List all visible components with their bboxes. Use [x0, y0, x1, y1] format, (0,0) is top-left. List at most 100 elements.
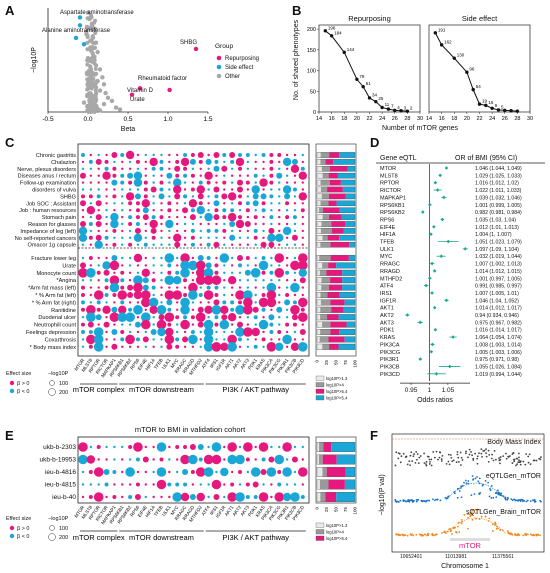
effect-dot	[134, 227, 141, 234]
bar-frame	[315, 436, 357, 504]
gene-label: mTOR	[459, 541, 482, 550]
effect-dot	[125, 334, 135, 345]
x-tick-label: 30	[417, 116, 423, 122]
manhattan-point	[402, 500, 405, 503]
proportion-segment	[321, 166, 330, 172]
panel-letter: A	[5, 3, 15, 18]
proportion-segment	[326, 467, 346, 477]
effect-dot	[278, 181, 281, 184]
data-label: 96	[469, 67, 475, 72]
effect-dot	[191, 271, 195, 274]
manhattan-point	[532, 459, 535, 462]
effect-dot	[230, 264, 234, 267]
proportion-segment	[327, 314, 339, 321]
effect-dot	[80, 262, 86, 269]
manhattan-point	[439, 451, 442, 454]
effect-dot	[105, 243, 108, 246]
effect-dot	[230, 470, 234, 474]
effect-dot	[96, 270, 101, 275]
effect-dot	[180, 260, 190, 271]
effect-dot	[105, 256, 108, 260]
legend-title: Effect size	[6, 371, 31, 377]
scatter-point-other	[93, 81, 98, 86]
effect-dot	[112, 242, 117, 247]
scatter-point-other	[89, 21, 94, 26]
legend-title: Effect size	[6, 516, 31, 522]
proportion-segment	[323, 207, 340, 213]
effect-dot	[203, 467, 214, 477]
effect-dot	[197, 444, 204, 450]
bar-axis-tick: 25	[324, 360, 329, 366]
effect-dot	[97, 279, 100, 282]
effect-dot	[250, 467, 261, 477]
data-point	[386, 107, 391, 111]
effect-dot	[159, 166, 164, 171]
gene-label: AKT2	[380, 313, 394, 319]
effect-dot	[136, 330, 140, 334]
scatter-point-other	[87, 16, 92, 22]
effect-dot	[191, 345, 195, 348]
effect-dot	[152, 271, 155, 274]
effect-dot	[270, 338, 273, 341]
effect-dot	[238, 300, 242, 305]
effect-dot	[86, 455, 96, 464]
or-point	[438, 173, 442, 178]
manhattan-point	[511, 499, 514, 502]
manhattan-point	[398, 534, 401, 537]
or-point	[433, 180, 438, 185]
effect-dot	[298, 171, 307, 180]
effect-dot	[152, 209, 155, 212]
effect-dot	[275, 233, 284, 242]
effect-dot	[89, 445, 93, 449]
manhattan-point	[406, 534, 409, 537]
manhattan-point	[399, 499, 402, 502]
effect-dot	[95, 214, 102, 221]
effect-dot	[118, 305, 127, 314]
effect-dot	[268, 314, 275, 321]
effect-dot	[259, 178, 268, 187]
effect-dot	[152, 256, 155, 260]
proportion-segment	[320, 299, 331, 306]
panel-letter: E	[5, 428, 14, 443]
effect-dot	[278, 202, 281, 205]
manhattan-point	[458, 490, 461, 492]
effect-dot	[120, 173, 125, 178]
manhattan-point	[460, 522, 463, 525]
effect-dot	[141, 297, 151, 308]
gene-label: ATF4	[380, 284, 393, 290]
gene-tick-label: MYC	[170, 504, 180, 516]
effect-dot	[293, 279, 297, 282]
effect-dot	[262, 167, 265, 170]
effect-dot	[113, 445, 116, 449]
effect-dot	[120, 330, 125, 334]
heatmap-frame	[77, 143, 310, 357]
manhattan-point	[428, 458, 431, 461]
effect-dot	[270, 222, 273, 226]
effect-dot	[238, 194, 242, 199]
effect-dot	[152, 483, 155, 486]
data-label: 61	[366, 81, 372, 86]
manhattan-point	[512, 452, 515, 455]
proportion-bar	[316, 241, 356, 248]
manhattan-point	[519, 498, 522, 501]
effect-dot	[293, 243, 297, 246]
effect-dot	[180, 253, 190, 263]
or-point	[424, 283, 428, 288]
effect-dot	[136, 271, 140, 274]
proportion-segment	[317, 314, 321, 321]
gene-label: PDK1	[380, 328, 394, 334]
effect-dot	[160, 301, 163, 304]
effect-dot	[133, 178, 143, 187]
effect-dot	[128, 330, 132, 334]
effect-dot	[133, 275, 143, 286]
proportion-segment	[332, 228, 344, 234]
effect-dot	[258, 260, 269, 271]
proportion-segment	[347, 166, 355, 172]
data-point	[515, 109, 520, 113]
effect-dot	[238, 337, 242, 342]
manhattan-point	[535, 534, 538, 537]
effect-dot	[195, 260, 206, 271]
row-label: * % Arm fat (left)	[35, 293, 76, 299]
or-ci-text: 1.005 (1.003, 1.006)	[475, 350, 522, 356]
effect-dot	[276, 172, 283, 179]
